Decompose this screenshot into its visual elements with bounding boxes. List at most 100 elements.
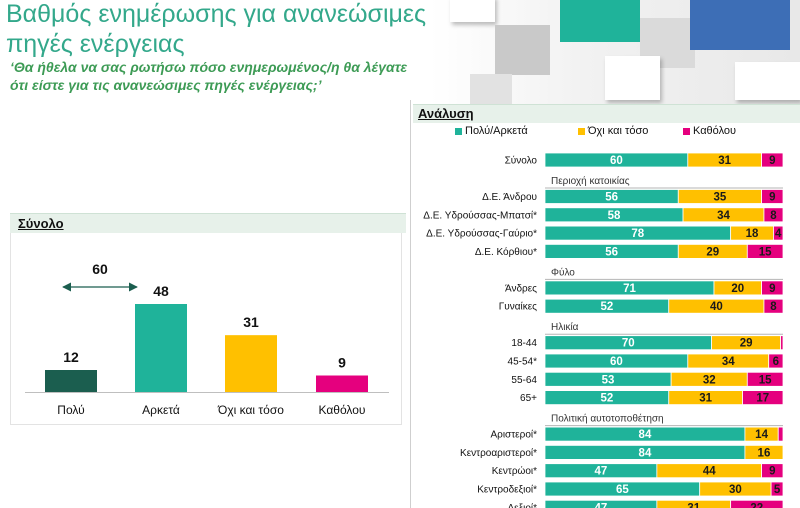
decorative-square xyxy=(470,74,512,104)
stacked-segment xyxy=(763,207,784,223)
decorative-background xyxy=(430,0,800,104)
segment-value-label: 4 xyxy=(775,228,782,240)
segment-value-label: 47 xyxy=(595,502,608,508)
row-label: Δ.Ε. Κόρθιου* xyxy=(475,246,537,258)
bar xyxy=(225,335,277,392)
stacked-segment xyxy=(780,335,784,351)
segment-value-label: 5 xyxy=(774,484,781,496)
decorative-square xyxy=(450,0,495,22)
segment-value-label: 52 xyxy=(600,301,613,313)
legend-item: Όχι και τόσο xyxy=(578,124,648,138)
stacked-segment xyxy=(777,426,784,442)
decorative-square xyxy=(690,0,790,50)
stacked-segment xyxy=(761,152,784,168)
segment-value-label: 29 xyxy=(706,246,719,258)
segment-value-label: 34 xyxy=(717,210,730,222)
legend-swatch xyxy=(578,127,585,135)
stacked-segment xyxy=(761,189,784,204)
breakdown-section-header: Ανάλυση xyxy=(413,104,800,123)
decorative-square xyxy=(560,0,640,42)
breakdown-section-title: Ανάλυση xyxy=(418,106,474,121)
segment-value-label: 9 xyxy=(769,155,775,167)
segment-value-label: 60 xyxy=(610,356,623,368)
segment-value-label: 34 xyxy=(722,356,735,368)
segment-value-label: 15 xyxy=(759,246,772,258)
decorative-square xyxy=(735,62,800,100)
segment-value-label: 78 xyxy=(631,228,644,240)
decorative-square xyxy=(495,25,550,75)
breakdown-stacked-bar-chart: Σύνολο 60 31 9 Περιοχή κατοικίας Δ.Ε. Άνδρου 5… xyxy=(423,152,784,508)
segment-value-label: 65 xyxy=(616,484,629,496)
segment-value-label: 71 xyxy=(623,283,636,295)
segment-value-label: 9 xyxy=(769,192,775,204)
stacked-segment xyxy=(746,371,784,387)
row-label: Κεντροαριστεροί* xyxy=(460,447,537,459)
segment-value-label: 56 xyxy=(605,192,618,204)
stacked-segment xyxy=(770,481,784,497)
legend-item: Πολύ/Αρκετά xyxy=(455,124,528,138)
row-label: Δ.Ε. Άνδρου xyxy=(482,192,537,203)
segment-value-label: 47 xyxy=(595,466,608,478)
bar xyxy=(316,375,368,392)
stacked-segment xyxy=(761,463,784,479)
stacked-segment xyxy=(773,225,784,241)
legend-label: Πολύ/Αρκετά xyxy=(465,125,528,137)
segment-value-label: 22 xyxy=(750,502,763,508)
row-label: Δεξιοί* xyxy=(507,502,537,508)
stacked-segment xyxy=(730,499,784,508)
segment-value-label: 44 xyxy=(703,466,716,478)
segment-value-label: 40 xyxy=(710,301,723,313)
stacked-segment xyxy=(763,298,784,314)
title-line: Βαθμός ενημέρωσης για ανανεώσιμες xyxy=(6,0,427,28)
segment-value-label: 31 xyxy=(687,502,700,508)
bar-value-label: 12 xyxy=(63,349,79,365)
segment-value-label: 70 xyxy=(622,338,635,350)
segment-value-label: 53 xyxy=(602,374,615,386)
segment-value-label: 31 xyxy=(699,393,712,405)
stacked-segment xyxy=(768,353,784,369)
question-line: ‘Θα ήθελα να σας ρωτήσω πόσο ενημερωμένο… xyxy=(10,59,408,75)
segment-value-label: 35 xyxy=(714,192,727,204)
total-section-header: Σύνολο xyxy=(10,213,406,233)
row-label: Αριστεροί* xyxy=(490,429,537,441)
legend-item: Καθόλου xyxy=(683,124,736,138)
row-label: 45-54* xyxy=(508,357,538,368)
category-label: Αρκετά xyxy=(142,403,180,417)
row-label: Δ.Ε. Υδρούσσας-Μπατσί* xyxy=(423,209,537,221)
stacked-segment xyxy=(744,444,784,460)
legend-label: Καθόλου xyxy=(693,125,737,137)
segment-value-label: 9 xyxy=(769,283,775,295)
row-label: 65+ xyxy=(520,393,537,404)
segment-value-label: 29 xyxy=(740,338,753,350)
segment-value-label: 52 xyxy=(600,393,613,405)
total-bar-chart: 12 Πολύ 48 Αρκετά 31 Όχι και τόσο 9 Καθόλου 60 xyxy=(25,261,389,417)
total-chart-panel: 12 Πολύ 48 Αρκετά 31 Όχι και τόσο 9 Καθόλου 60 xyxy=(10,233,402,425)
row-label: 55-64 xyxy=(511,375,537,386)
segment-value-label: 18 xyxy=(746,228,759,240)
question-line: ότι είστε για τις ανανεώσιμες πηγές ενέρ… xyxy=(10,77,322,93)
bar-value-label: 31 xyxy=(243,314,259,330)
row-label: Δ.Ε. Υδρούσσας-Γαύριο* xyxy=(426,228,537,240)
survey-question: ‘Θα ήθελα να σας ρωτήσω πόσο ενημερωμένο… xyxy=(10,58,407,94)
segment-value-label: 58 xyxy=(608,210,621,222)
section-label: Φύλο xyxy=(551,266,575,278)
stacked-segment xyxy=(746,244,784,259)
bar xyxy=(135,304,187,392)
total-section-title: Σύνολο xyxy=(18,216,64,231)
bar xyxy=(45,370,97,392)
row-label: Κεντροδεξιοί* xyxy=(477,484,537,496)
segment-value-label: 60 xyxy=(610,155,623,167)
panel-divider xyxy=(410,100,411,508)
section-label: Ηλικία xyxy=(551,321,579,333)
segment-value-label: 20 xyxy=(731,283,744,295)
segment-value-label: 14 xyxy=(755,429,768,441)
stacked-segment xyxy=(761,280,784,296)
segment-value-label: 32 xyxy=(703,374,716,386)
segment-value-label: 8 xyxy=(770,210,777,222)
category-label: Καθόλου xyxy=(319,403,366,417)
row-label: 18-44 xyxy=(511,338,537,349)
page-title: Βαθμός ενημέρωσης για ανανεώσιμες πηγές … xyxy=(6,0,426,59)
row-label: Κεντρώοι* xyxy=(492,465,537,477)
segment-value-label: 6 xyxy=(773,356,779,368)
title-line: πηγές ενέργειας xyxy=(6,30,185,58)
